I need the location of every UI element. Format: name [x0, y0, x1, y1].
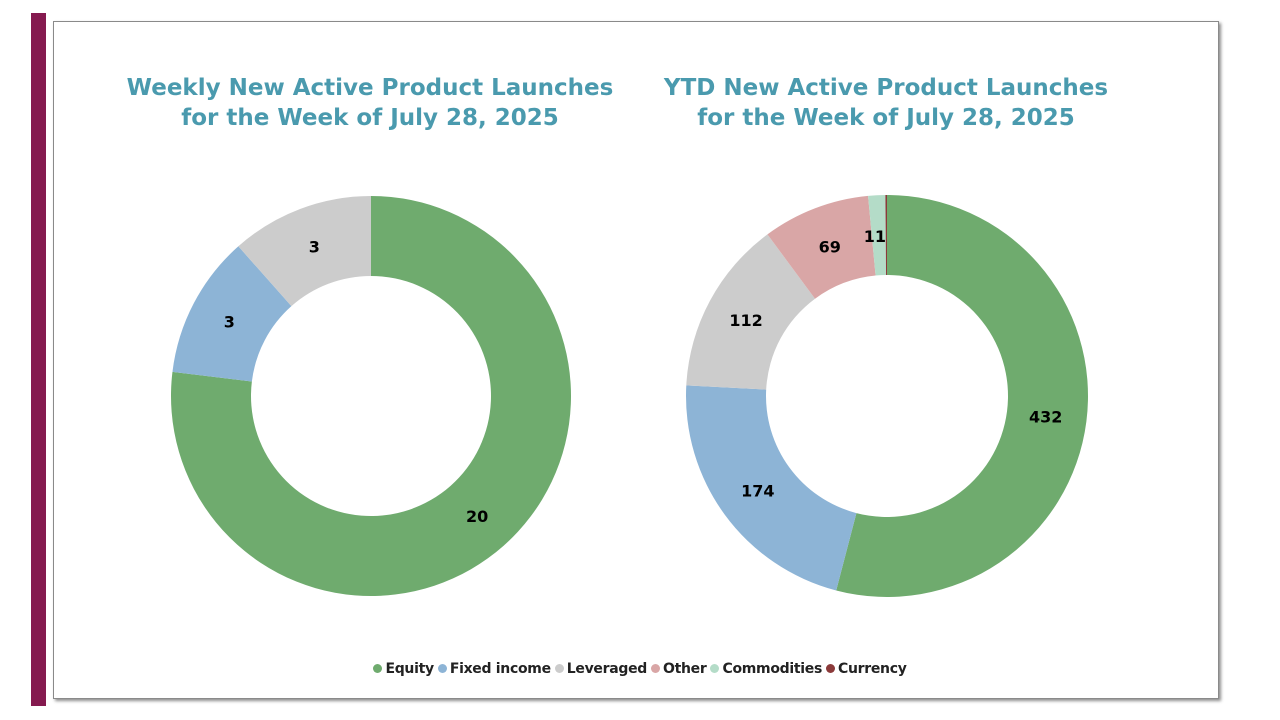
legend-marker-fixed-income [437, 664, 447, 673]
legend-marker-currency [826, 664, 835, 673]
legend-label-fixed-income: Fixed income [449, 661, 551, 677]
ytd-label-equity: 432 [1029, 407, 1062, 426]
accent-side-bar [31, 13, 46, 706]
ytd-label-leveraged: 112 [729, 311, 762, 330]
legend-marker-leveraged [554, 664, 564, 673]
legend-label-commodities: Commodities [722, 661, 822, 677]
legend-label-currency: Currency [838, 661, 907, 677]
ytd-label-commodities: 11 [864, 227, 886, 246]
weekly-chart-title: Weekly New Active Product Launches for t… [120, 73, 620, 133]
ytd-slice-equity [836, 195, 1089, 598]
weekly-title-line2: for the Week of July 28, 2025 [181, 105, 559, 131]
ytd-slice-leveraged [686, 234, 816, 390]
legend-marker-equity [373, 664, 383, 673]
legend-label-leveraged: Leveraged [566, 661, 648, 677]
ytd-label-other: 69 [819, 238, 841, 257]
weekly-title-line1: Weekly New Active Product Launches [126, 75, 614, 101]
ytd-title-line1: YTD New Active Product Launches [663, 75, 1109, 101]
ytd-slice-currency [885, 195, 887, 276]
legend-marker-other [651, 664, 660, 673]
ytd-label-fixed-income: 174 [741, 481, 774, 500]
ytd-chart-title: YTD New Active Product Launches for the … [636, 73, 1136, 133]
ytd-donut: 432 174 112 69 11 [686, 195, 1089, 598]
ytd-slice-commodities [868, 195, 887, 276]
ytd-title-line2: for the Week of July 28, 2025 [697, 105, 1075, 131]
legend: Equity Fixed income Leveraged Other Commodit… [0, 661, 1280, 677]
weekly-slice-fixed-income [172, 246, 292, 382]
legend-item-commodities: Commodities [710, 661, 822, 677]
weekly-label-leveraged: 3 [309, 237, 320, 256]
legend-item-leveraged: Leveraged [554, 661, 648, 677]
weekly-slice-equity [170, 196, 571, 596]
legend-item-currency: Currency [826, 661, 907, 677]
weekly-label-fixed-income: 3 [224, 313, 235, 332]
legend-label-equity: Equity [385, 661, 434, 677]
weekly-label-equity: 20 [466, 507, 488, 526]
legend-item-other: Other [651, 661, 707, 677]
legend-item-fixed-income: Fixed income [437, 661, 551, 677]
legend-item-equity: Equity [373, 661, 434, 677]
weekly-slice-leveraged [238, 196, 371, 307]
legend-label-other: Other [663, 661, 707, 677]
ytd-slice-other [767, 195, 876, 299]
ytd-slice-fixed-income [686, 385, 857, 591]
legend-marker-commodities [710, 664, 720, 673]
